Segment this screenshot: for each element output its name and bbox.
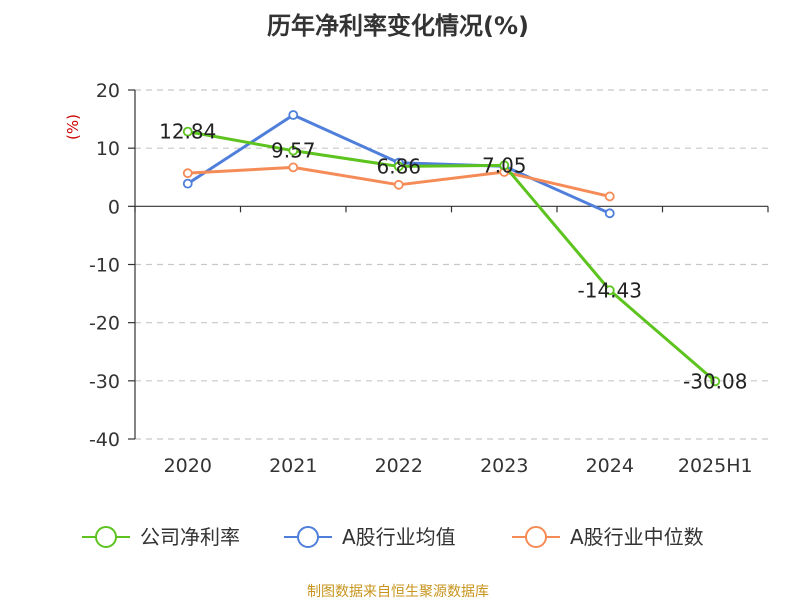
y-tick-label-10: 10 [96,138,120,160]
data-label-2024: -14.43 [578,278,642,302]
y-axis-label: (%) [64,114,82,140]
y-tick-label--10: -10 [89,255,120,277]
series-1-point-2020 [182,178,193,189]
data-label-2023: 7.05 [482,153,527,177]
series-0-point-2021 [288,145,299,156]
y-tick-label-0: 0 [108,196,120,218]
axes: 20 10 0 -10 -20 -30 -40 2020 2021 2022 2023 2024 202… [89,80,769,477]
y-tick-label-20: 20 [96,80,120,102]
data-label-2022: 6.86 [376,154,421,178]
legend-swatch-marker-2 [525,526,547,548]
x-tick-label-2022: 2022 [375,455,423,477]
legend-label-1: A股行业均值 [342,525,456,549]
x-tick-label-2023: 2023 [480,455,528,477]
series-0-point-2023 [499,160,510,171]
series-0-point-2020 [182,126,193,137]
series-0-point-2024 [604,285,615,296]
y-tick-label--40: -40 [89,429,120,451]
series-1-point-2024 [604,208,615,219]
series-2-point-2020 [182,168,193,179]
series-2-point-2024 [604,191,615,202]
data-label-2025H1: -30.08 [683,369,747,393]
x-tick-label-2020: 2020 [164,455,212,477]
x-tick-label-2024: 2024 [586,455,634,477]
grid-lines [135,89,768,440]
y-tick-label--30: -30 [89,371,120,393]
x-tick-label-2025H1: 2025H1 [678,455,753,477]
legend-label-0: 公司净利率 [140,525,240,549]
data-label-2020: 12.84 [159,120,216,144]
data-label-2021: 9.57 [271,139,316,163]
legend-label-2: A股行业中位数 [570,525,704,549]
source-text: 制图数据来自恒生聚源数据库 [307,584,489,600]
x-tick-label-2021: 2021 [269,455,317,477]
series-2-point-2022 [393,179,404,190]
series-lines [186,113,717,383]
series-2-point-2021 [288,162,299,173]
legend-swatch-marker-1 [297,526,319,548]
series-0-point-2022 [393,161,404,172]
series-points [182,110,721,387]
chart-title: 历年净利率变化情况(%) [267,12,529,40]
legend-swatch-marker-0 [95,526,117,548]
series-0-point-2025H1 [710,376,721,387]
data-labels: 12.84 9.57 6.86 7.05 -14.43 -30.08 [159,120,747,394]
y-tick-label--20: -20 [89,313,120,335]
series-line-0 [187,130,717,383]
legend: 公司净利率 A股行业均值 A股行业中位数 [82,525,704,549]
series-1-point-2021 [288,110,299,120]
